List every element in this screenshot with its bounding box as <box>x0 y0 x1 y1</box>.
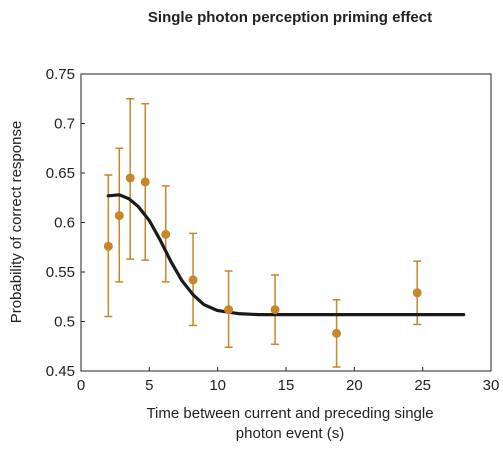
x-tick-label: 5 <box>145 377 153 394</box>
y-tick-label: 0.55 <box>46 264 75 281</box>
data-point <box>103 241 113 251</box>
plot-frame <box>80 73 492 372</box>
data-point <box>332 328 342 338</box>
data-point <box>188 275 198 285</box>
y-tick-label: 0.5 <box>54 314 75 331</box>
y-tick-label: 0.6 <box>54 215 75 232</box>
x-tick-label: 0 <box>77 377 85 394</box>
x-tick-label: 30 <box>483 377 500 394</box>
data-point <box>224 305 234 315</box>
y-tick-label: 0.7 <box>54 116 75 133</box>
x-tick-label: 15 <box>278 377 295 394</box>
data-point <box>140 177 150 187</box>
y-tick-label: 0.75 <box>46 66 75 83</box>
x-axis-label-line-2: photon event (s) <box>236 425 344 442</box>
data-point <box>114 211 124 221</box>
x-tick-label: 10 <box>209 377 226 394</box>
y-tick-label: 0.65 <box>46 165 75 182</box>
x-axis-label-line-1: Time between current and preceding singl… <box>146 405 433 422</box>
x-tick-label: 20 <box>346 377 363 394</box>
chart-title: Single photon perception priming effect <box>148 9 432 26</box>
x-tick-label: 25 <box>414 377 431 394</box>
data-point <box>270 305 280 315</box>
y-axis-label: Probability of correct response <box>8 121 25 324</box>
data-point <box>412 288 422 298</box>
plot-area: 0 5 10 15 20 25 30 0.45 0.5 0.55 0.6 0.65 0.7 0.75 <box>46 66 500 394</box>
y-tick-label: 0.45 <box>46 363 75 380</box>
data-point <box>125 173 135 183</box>
fit-curve <box>106 193 466 317</box>
data-point <box>161 229 171 239</box>
